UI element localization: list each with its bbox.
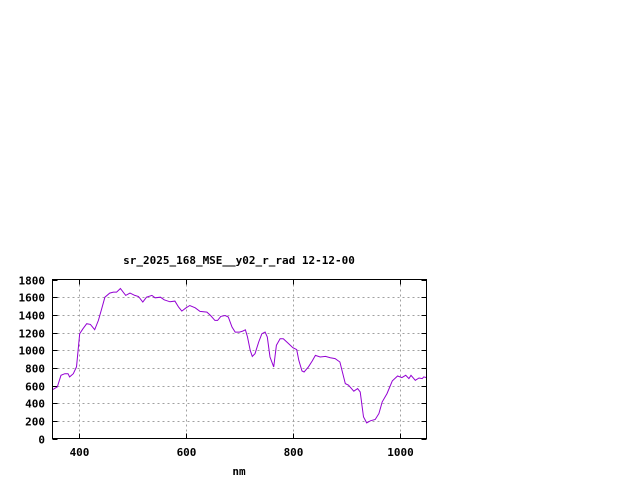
grid — [52, 279, 427, 439]
x-tick-label: 1000 — [387, 446, 414, 459]
y-tick-label: 200 — [25, 416, 45, 429]
y-tick-label: 400 — [25, 398, 45, 411]
y-tick-label: 1400 — [19, 310, 46, 323]
y-tick-label: 600 — [25, 381, 45, 394]
series-line — [52, 287, 427, 424]
y-tick-label: 1600 — [19, 292, 46, 305]
y-tick-label: 1000 — [19, 345, 46, 358]
x-tick-label: 400 — [70, 446, 90, 459]
x-tick-label: 800 — [284, 446, 304, 459]
y-tick-label: 1200 — [19, 328, 46, 341]
y-tick-label: 800 — [25, 363, 45, 376]
y-tick-label: 1800 — [19, 275, 46, 288]
x-axis-label: nm — [232, 465, 246, 478]
x-tick-label: 600 — [177, 446, 197, 459]
chart-title: sr_2025_168_MSE__y02_r_rad 12-12-00 — [123, 254, 355, 267]
x-axis-ticks: 400 600 800 1000 — [70, 279, 414, 459]
y-axis-ticks: 0 200 400 600 800 1000 1200 1400 1600 1800 — [19, 275, 427, 447]
plot-border — [52, 279, 427, 439]
y-tick-label: 0 — [38, 434, 45, 447]
